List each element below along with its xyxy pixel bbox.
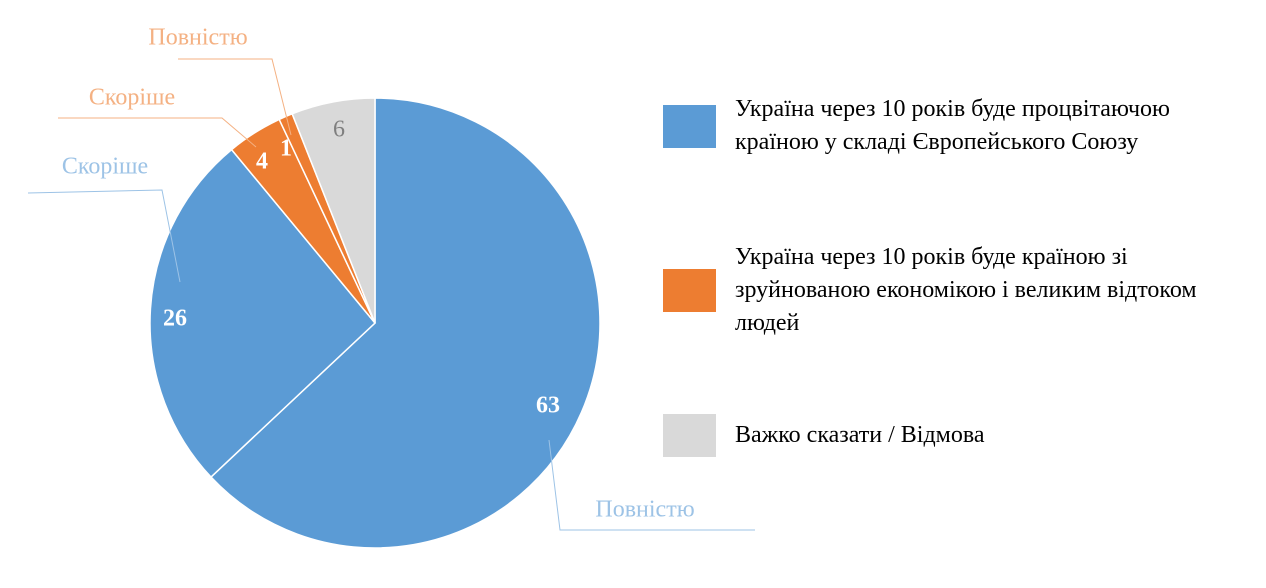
leader-line bbox=[178, 58, 292, 136]
leader-line bbox=[27, 189, 181, 283]
value-label: 1 bbox=[280, 136, 292, 162]
legend-item: Важко сказати / Відмова bbox=[663, 414, 1235, 457]
pie-slice bbox=[291, 97, 376, 324]
pie-slice bbox=[149, 148, 377, 479]
category-label: Скоріше bbox=[89, 85, 175, 111]
leader-line bbox=[548, 439, 755, 531]
value-label: 4 bbox=[256, 149, 268, 175]
leader-line bbox=[58, 117, 257, 148]
value-label: 26 bbox=[163, 306, 187, 332]
legend-label: Важко сказати / Відмова bbox=[735, 422, 985, 448]
value-label: 63 bbox=[536, 393, 560, 419]
legend-swatch bbox=[663, 414, 716, 457]
legend-item: Україна через 10 років буде країною зі з… bbox=[663, 241, 1235, 340]
legend-label: Україна через 10 років буде країною зі з… bbox=[735, 244, 1197, 336]
legend-label: Україна через 10 років буде процвітаючою… bbox=[735, 96, 1170, 155]
legend-swatch bbox=[663, 104, 716, 148]
category-label: Повністю bbox=[148, 25, 247, 51]
category-label: Повністю bbox=[595, 497, 694, 523]
legend-item: Україна через 10 років буде процвітаючою… bbox=[663, 93, 1235, 159]
legend-swatch bbox=[663, 269, 716, 312]
category-label: Скоріше bbox=[62, 154, 148, 180]
pie-slice bbox=[209, 97, 601, 549]
value-label: 6 bbox=[333, 117, 345, 143]
